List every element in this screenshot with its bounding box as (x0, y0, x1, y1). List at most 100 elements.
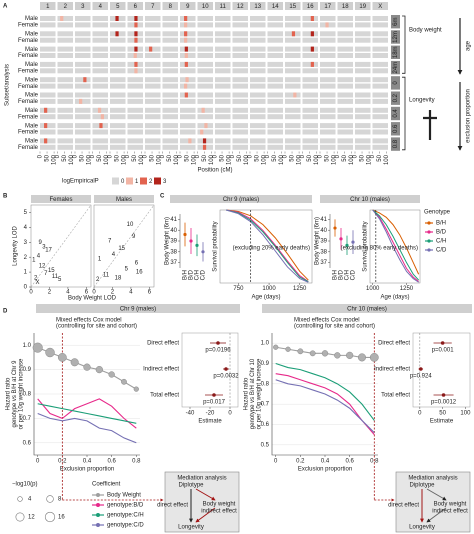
qtl-hit (134, 31, 138, 37)
row-label: Female (18, 99, 39, 105)
series-line (275, 379, 375, 434)
chromosome-track (40, 129, 56, 135)
chromosome-track (92, 77, 108, 83)
chromosome-track (110, 68, 126, 74)
chromosome-track (250, 129, 266, 135)
p-value: p=0.001 (432, 348, 455, 354)
x-tick-label: 50 (202, 154, 208, 161)
chromosome-track (267, 129, 283, 135)
x-tick-label: 0 (300, 154, 306, 158)
chromosome-track (232, 61, 248, 67)
x-tick-label: B/H (183, 270, 189, 280)
bracket (402, 15, 406, 74)
chromosome-track (285, 22, 301, 28)
chromosome-header (40, 2, 56, 10)
chromosome-track (57, 98, 73, 104)
x-tick-label: 50 (307, 154, 313, 161)
chromosome-track (197, 77, 213, 83)
chromosome-track (337, 77, 353, 83)
qtl-hit (115, 31, 119, 37)
chromosome-track (302, 107, 318, 113)
x-tick-label: 100 (349, 154, 355, 165)
x-tick-label: 50 (62, 154, 68, 161)
chromosome-track (215, 61, 231, 67)
chromosome-track (145, 123, 161, 129)
qtl-hit (44, 107, 48, 113)
row-label: Male (25, 93, 39, 99)
chromosome-track (145, 92, 161, 98)
chromosome-track (355, 144, 371, 150)
chromosome-track (162, 92, 178, 98)
chromosome-label: 4 (99, 4, 103, 10)
chromosome-track (285, 144, 301, 150)
survival-curve (226, 209, 309, 282)
x-tick-label: 2 (111, 290, 115, 296)
chromosome-track (302, 31, 318, 37)
chromosome-track (197, 46, 213, 52)
x-tick-label: 0 (353, 154, 359, 158)
size-point (309, 350, 316, 357)
estimate-dot (440, 341, 445, 345)
chromosome-track (145, 61, 161, 67)
chromosome-track (302, 37, 318, 43)
point-label: 1 (98, 256, 102, 262)
x-tick-label: 50 (150, 154, 156, 161)
x-tick-label: 50 (237, 154, 243, 161)
x-tick-label: C/D (351, 269, 357, 280)
y-axis-title: or per 10g weight increase (19, 358, 25, 429)
mediation-node: Longevity (409, 525, 435, 531)
y-tick-label: 0.7 (23, 416, 32, 422)
chromosome-track (320, 138, 336, 144)
chromosome-track (337, 144, 353, 150)
chromosome-track (40, 68, 56, 74)
mediation-label: direct effect (157, 503, 188, 509)
qtl-hit (79, 98, 83, 104)
chromosome-track (145, 46, 161, 52)
chromosome-track (145, 98, 161, 104)
x-tick-label: 4 (66, 290, 70, 296)
panel-label: B (3, 194, 8, 200)
y-tick-label: 40 (320, 228, 327, 234)
chromosome-track (232, 98, 248, 104)
chromosome-track (197, 83, 213, 89)
chromosome-track (92, 53, 108, 58)
chromosome-track (57, 53, 73, 58)
size-point (32, 342, 43, 353)
x-tick-label: 0 (195, 154, 201, 158)
size-point (297, 348, 304, 355)
chromosome-label: 18 (342, 4, 349, 10)
chromosome-label: 9 (186, 4, 190, 10)
y-tick-label: 3 (24, 240, 28, 246)
x-tick-label: 100 (297, 154, 303, 165)
bracket (402, 76, 406, 151)
chromosome-track (75, 107, 91, 113)
x-tick-label: 0 (29, 290, 33, 296)
chromosome-track (180, 98, 196, 104)
chromosome-track (337, 114, 353, 120)
x-tick-label: C/D (201, 269, 207, 280)
chromosome-track (75, 123, 91, 129)
qtl-hit (83, 77, 87, 83)
chromosome-track (372, 68, 388, 74)
size-point (321, 350, 329, 357)
chromosome-track (320, 53, 336, 58)
qtl-hit (184, 46, 188, 52)
chromosome-label: 5 (116, 4, 120, 10)
chromosome-track (75, 77, 91, 83)
chromosome-track (320, 107, 336, 113)
qtl-hit (293, 92, 297, 98)
qtl-hit (134, 37, 138, 43)
y-axis-title: genotype vs B/H at Chr 9 (12, 360, 18, 428)
mediation-title: Mediation analysis (408, 476, 457, 482)
legend-swatch (112, 177, 119, 185)
chromosome-track (75, 138, 91, 144)
chromosome-track (197, 16, 213, 21)
x-tick-label: 6 (148, 290, 152, 296)
point-label: 4 (112, 252, 116, 258)
x-tick-label: B/D (339, 269, 345, 280)
chromosome-track (355, 83, 371, 89)
chromosome-track (180, 37, 196, 43)
chromosome-track (320, 77, 336, 83)
qtl-hit (99, 123, 103, 129)
x-tick-label: 50 (325, 154, 331, 161)
